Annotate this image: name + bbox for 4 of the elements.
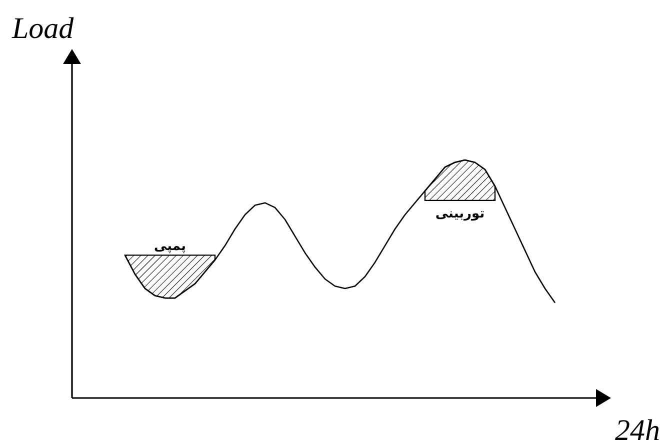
y-axis-title: Load	[11, 12, 75, 45]
x-axis-title: 24h	[615, 414, 660, 447]
annotation: توربینی	[435, 206, 485, 222]
annotation: پمپی	[154, 239, 186, 254]
